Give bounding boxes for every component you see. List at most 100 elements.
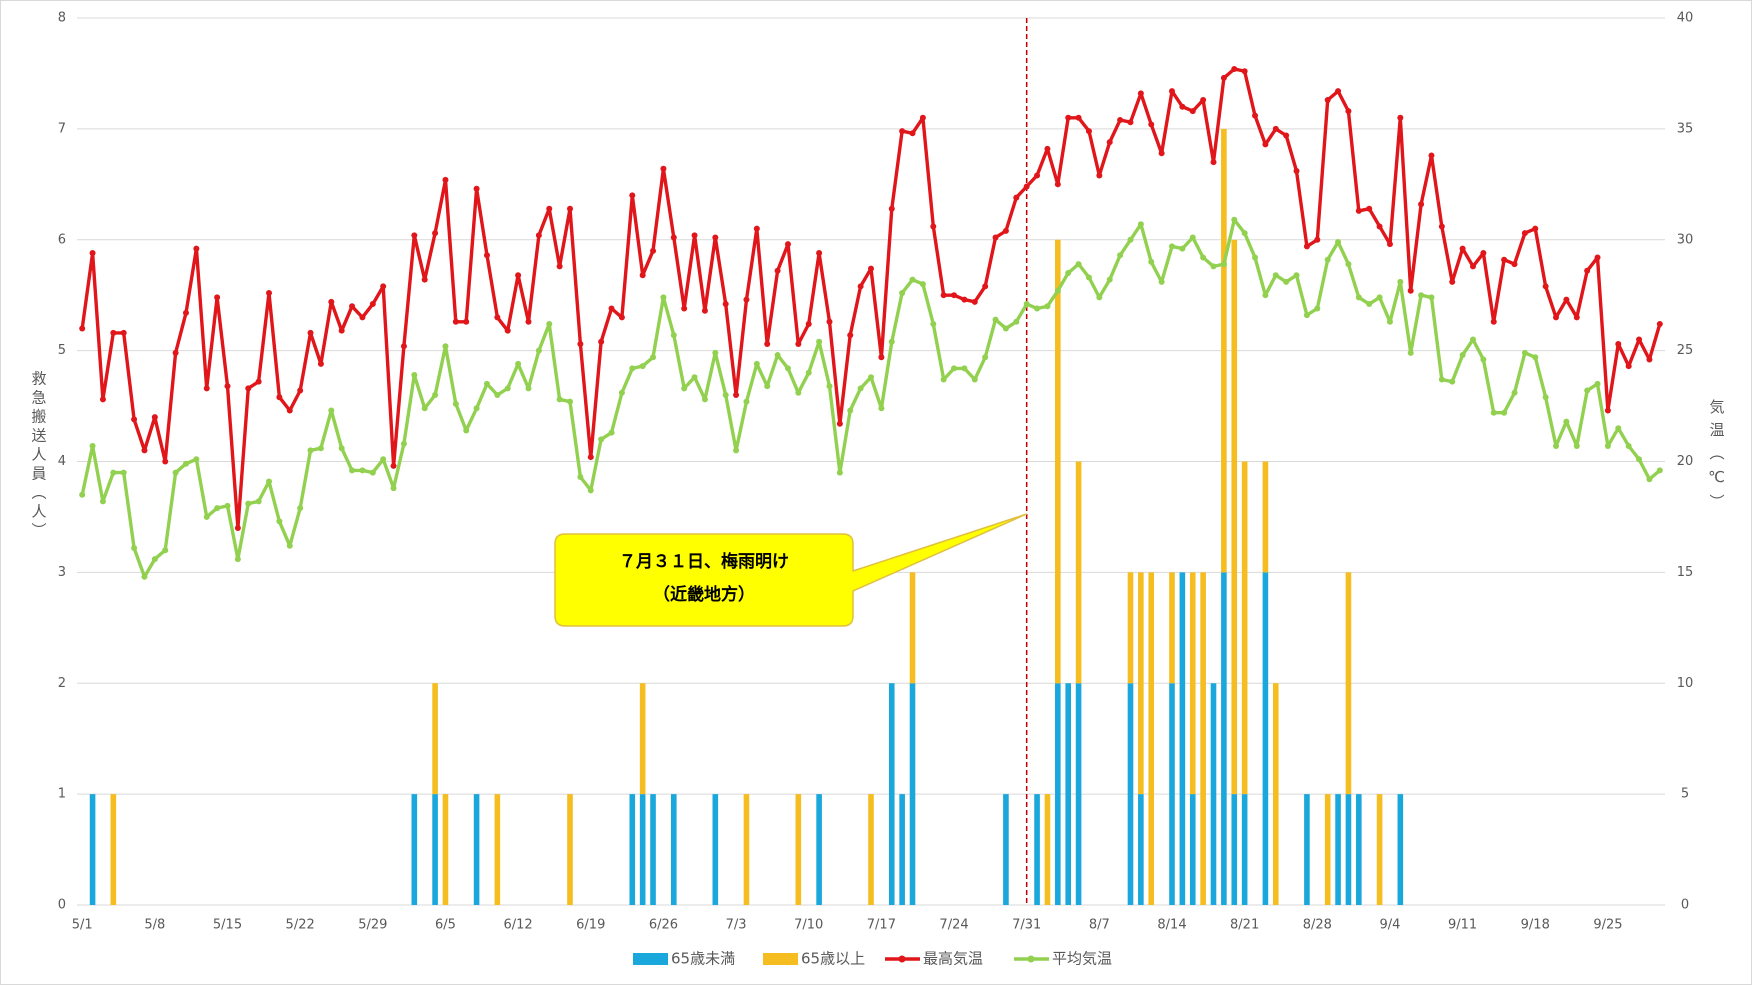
point xyxy=(639,363,646,370)
point xyxy=(286,407,293,414)
bar xyxy=(1138,794,1144,905)
point xyxy=(1625,442,1632,449)
point xyxy=(1283,278,1290,285)
point xyxy=(525,318,532,325)
point xyxy=(805,369,812,376)
bar xyxy=(89,794,96,905)
point xyxy=(214,294,221,301)
point xyxy=(1511,261,1518,268)
point xyxy=(1065,114,1072,121)
point xyxy=(89,250,96,257)
point xyxy=(1335,88,1342,95)
point xyxy=(1469,336,1476,343)
bar xyxy=(1345,794,1352,905)
point xyxy=(1241,230,1248,237)
point xyxy=(1200,254,1207,261)
bar xyxy=(1221,128,1227,573)
point xyxy=(774,352,781,359)
point xyxy=(971,376,978,383)
point xyxy=(390,462,397,469)
bar xyxy=(743,794,750,905)
point xyxy=(650,247,657,254)
point xyxy=(1511,389,1518,396)
point xyxy=(1262,292,1269,299)
point xyxy=(1179,245,1186,252)
point xyxy=(722,301,729,308)
bar xyxy=(110,794,117,905)
x-tick-label: 8/21 xyxy=(1230,918,1259,933)
bar xyxy=(1231,794,1238,905)
y2-tick-label: 25 xyxy=(1677,343,1694,358)
point xyxy=(442,343,449,350)
point xyxy=(1615,425,1622,432)
point xyxy=(99,396,106,403)
point xyxy=(359,467,366,474)
point xyxy=(930,223,937,230)
point xyxy=(1117,252,1124,259)
bar xyxy=(567,794,573,905)
point xyxy=(1376,294,1383,301)
point xyxy=(1096,172,1103,179)
point xyxy=(961,365,968,372)
point xyxy=(214,505,221,512)
point xyxy=(1532,354,1539,361)
point xyxy=(411,372,418,379)
point xyxy=(784,241,791,248)
point xyxy=(483,252,490,259)
point xyxy=(816,338,823,345)
point xyxy=(224,502,231,509)
point xyxy=(868,374,874,381)
point xyxy=(982,354,989,361)
bar xyxy=(1065,683,1072,905)
point xyxy=(380,283,387,290)
bar xyxy=(899,794,905,905)
point xyxy=(1345,261,1352,268)
point xyxy=(141,573,148,580)
point xyxy=(473,405,480,412)
point xyxy=(1158,278,1165,285)
point xyxy=(307,329,314,336)
point xyxy=(1428,294,1435,301)
point xyxy=(525,385,532,392)
point xyxy=(151,414,158,421)
point xyxy=(1179,103,1186,110)
point xyxy=(162,547,169,554)
y-tick-label: 2 xyxy=(58,676,66,691)
point xyxy=(421,405,428,412)
point xyxy=(567,205,574,212)
point xyxy=(1532,225,1539,232)
legend-swatch xyxy=(1027,955,1035,963)
y-tick-label: 3 xyxy=(58,565,66,580)
point xyxy=(151,556,158,563)
y2-tick-label: 0 xyxy=(1681,898,1689,913)
point xyxy=(400,440,407,447)
point xyxy=(1210,263,1217,270)
bar xyxy=(442,794,449,905)
point xyxy=(515,360,522,367)
bar xyxy=(639,683,646,795)
bar xyxy=(868,794,874,905)
point xyxy=(608,429,615,436)
point xyxy=(99,498,106,505)
x-tick-label: 5/8 xyxy=(144,918,165,933)
point xyxy=(847,407,854,414)
point xyxy=(1023,183,1030,190)
bar xyxy=(494,794,501,905)
point xyxy=(535,232,542,239)
point xyxy=(463,427,470,434)
point xyxy=(1034,172,1041,179)
point xyxy=(650,354,657,361)
point xyxy=(1117,117,1124,124)
x-tick-label: 6/19 xyxy=(576,918,605,933)
point xyxy=(452,318,459,325)
point xyxy=(1314,305,1321,312)
point xyxy=(577,340,584,347)
point xyxy=(826,318,833,325)
point xyxy=(110,469,117,476)
point xyxy=(1656,467,1663,474)
x-tick-label: 6/26 xyxy=(649,918,678,933)
point xyxy=(421,276,428,283)
point xyxy=(1272,272,1279,279)
point xyxy=(1189,108,1196,115)
bar xyxy=(909,572,916,684)
